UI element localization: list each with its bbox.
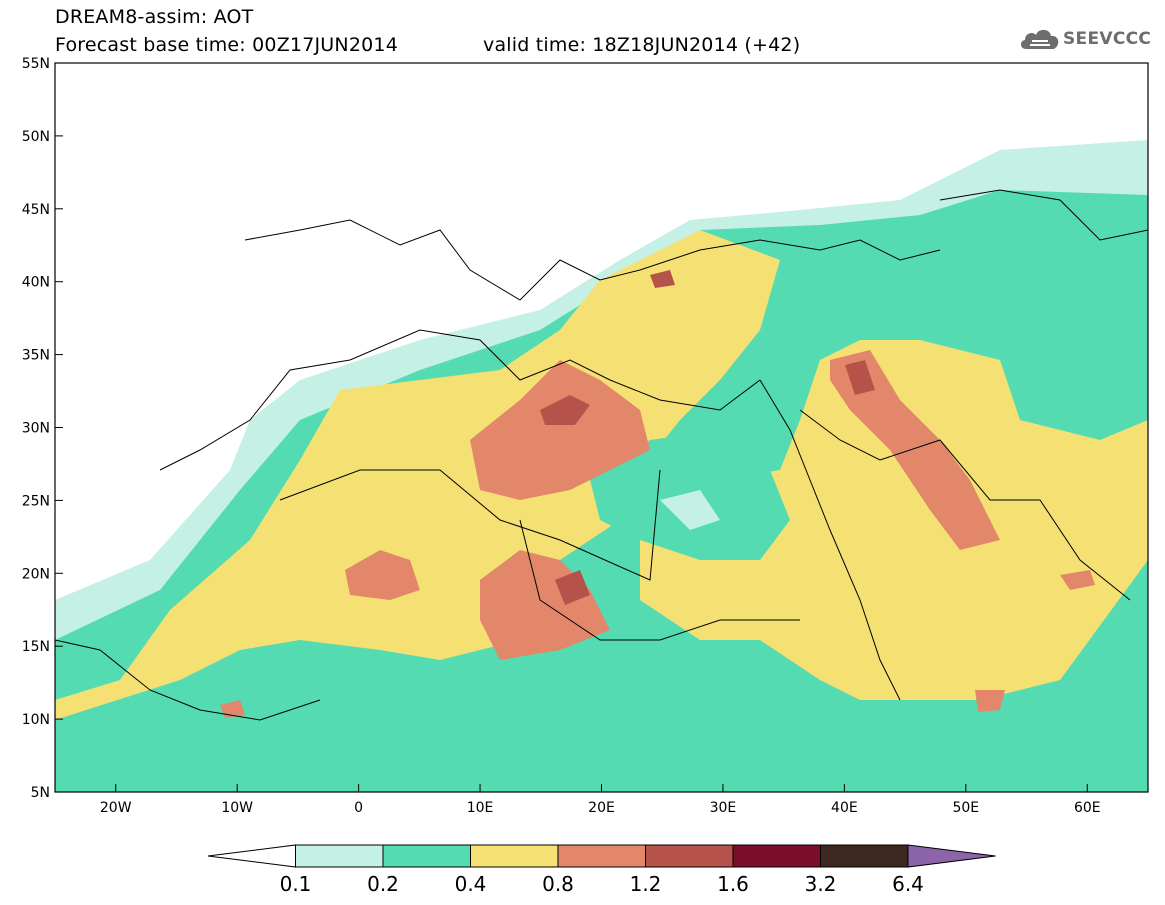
colorbar-label: 0.2 — [367, 872, 399, 896]
lat-label: 25N — [22, 493, 50, 509]
map-title: DREAM8-assim: AOT — [55, 6, 254, 28]
lat-label: 20N — [22, 566, 50, 582]
colorbar-label: 0.1 — [279, 872, 312, 896]
colorbar-label: 3.2 — [804, 872, 837, 896]
colorbar-segment — [295, 844, 384, 868]
lat-label: 30N — [22, 421, 50, 437]
seevccc-logo: SEEVCCC — [1018, 23, 1153, 55]
coastlines — [55, 189, 1148, 721]
colorbar-label: 6.4 — [892, 872, 924, 896]
colorbar-label: 1.2 — [629, 872, 662, 896]
lat-label: 40N — [22, 275, 50, 291]
lon-label: 40E — [831, 800, 858, 816]
colorbar-segment — [382, 844, 471, 868]
colorbar-segment — [557, 844, 646, 868]
lat-label: 5N — [31, 785, 50, 801]
colorbar-low-arrow — [207, 844, 296, 868]
colorbar-label: 1.6 — [717, 872, 749, 896]
lon-label: 50E — [952, 800, 979, 816]
colorbar — [207, 844, 996, 868]
aot-field — [55, 63, 1148, 792]
lat-ticks: 55N 50N 45N 40N 35N 30N 25N 20N 15N 10N 5N — [22, 56, 63, 801]
lat-label: 10N — [22, 712, 50, 728]
lat-label: 15N — [22, 639, 50, 655]
lon-label: 10W — [221, 800, 253, 816]
lon-label: 30E — [710, 800, 737, 816]
lat-label: 45N — [22, 202, 50, 218]
colorbar-segment — [645, 844, 734, 868]
colorbar-label: 0.4 — [454, 872, 487, 896]
lon-label: 0 — [354, 800, 363, 816]
colorbar-segment — [470, 844, 559, 868]
lon-label: 10E — [467, 800, 494, 816]
lon-label: 20E — [588, 800, 615, 816]
lat-label: 50N — [22, 129, 50, 145]
lon-label: 60E — [1074, 800, 1101, 816]
forecast-base-time: Forecast base time: 00Z17JUN2014 — [55, 34, 398, 56]
logo-text: SEEVCCC — [1063, 29, 1152, 49]
lat-label: 55N — [22, 56, 50, 72]
colorbar-high-arrow — [907, 844, 996, 868]
cloud-icon — [1020, 29, 1059, 49]
lat-label: 35N — [22, 348, 50, 364]
colorbar-label: 0.8 — [542, 872, 574, 896]
lon-label: 20W — [100, 800, 132, 816]
colorbar-segment — [820, 844, 909, 868]
lon-ticks: 20W 10W 0 10E 20E 30E 40E 50E 60E — [100, 784, 1101, 816]
colorbar-segment — [732, 844, 821, 868]
valid-time: valid time: 18Z18JUN2014 (+42) — [483, 34, 801, 56]
